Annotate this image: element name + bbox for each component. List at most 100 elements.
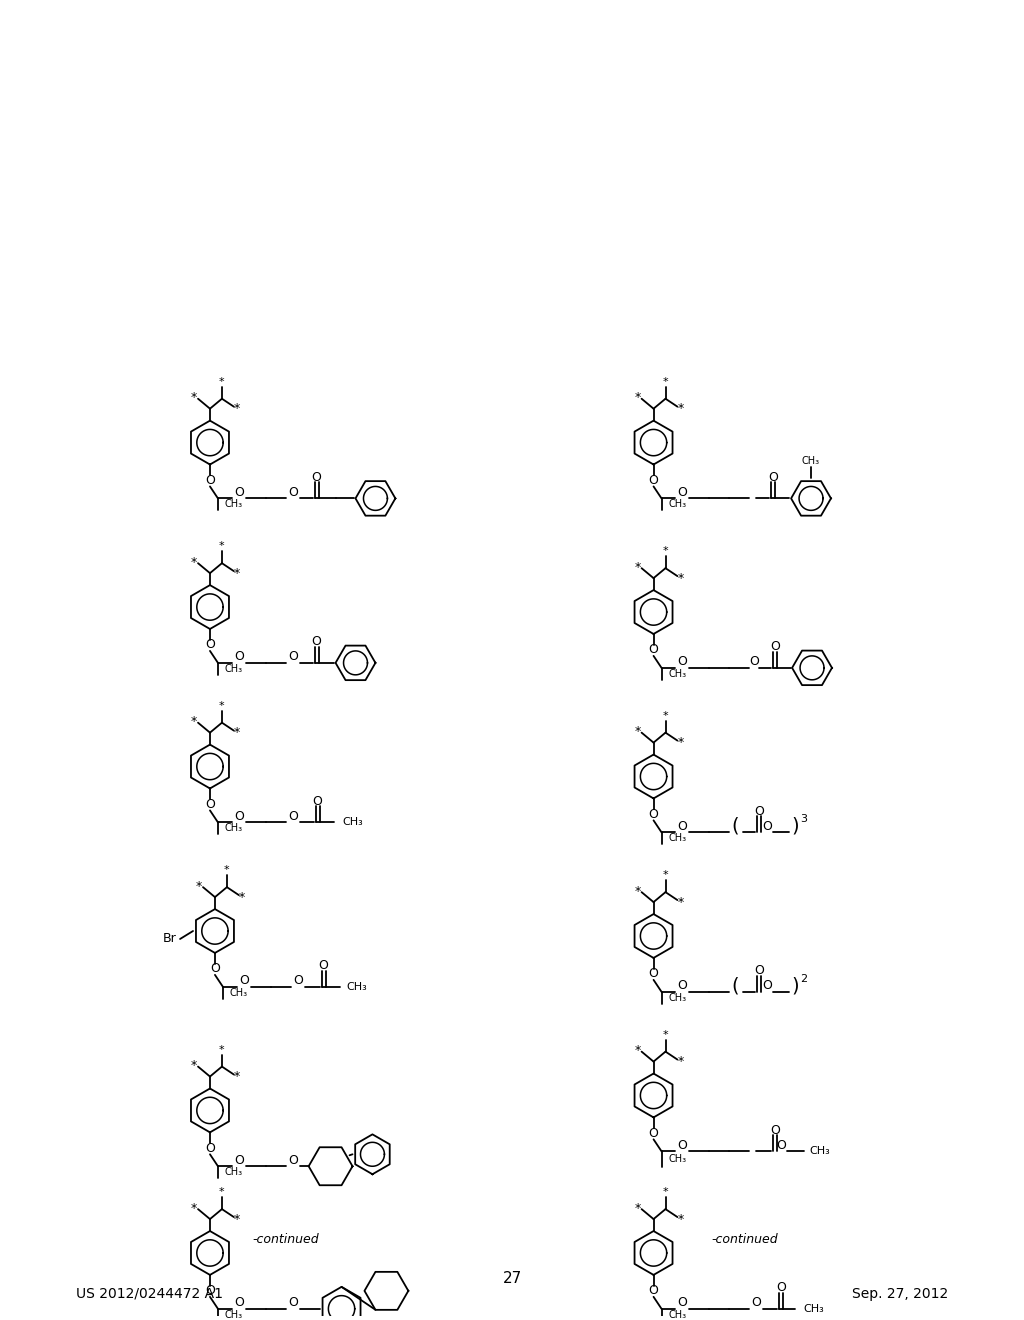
Text: O: O [762,820,772,833]
Text: O: O [288,651,298,664]
Text: *: * [635,561,641,574]
Text: O: O [648,968,658,981]
Text: O: O [293,974,303,987]
Text: *: * [635,1044,641,1057]
Text: O: O [233,651,244,664]
Text: ): ) [792,817,799,836]
Text: *: * [233,566,240,579]
Text: CH₃: CH₃ [669,1309,687,1320]
Text: *: * [663,546,669,556]
Text: *: * [190,556,198,569]
Text: *: * [239,891,245,904]
Text: *: * [635,1201,641,1214]
Text: *: * [190,391,198,404]
Text: CH₃: CH₃ [346,982,368,991]
Text: O: O [752,1296,761,1309]
Text: O: O [770,640,780,653]
Text: O: O [648,808,658,821]
Text: (: ( [731,817,739,836]
Text: -continued: -continued [252,1233,319,1246]
Text: *: * [677,403,684,416]
Text: O: O [776,1139,786,1152]
Text: US 2012/0244472 A1: US 2012/0244472 A1 [77,1287,223,1300]
Text: *: * [233,1213,240,1225]
Text: CH₃: CH₃ [225,499,243,510]
Text: CH₃: CH₃ [802,455,820,466]
Text: Sep. 27, 2012: Sep. 27, 2012 [852,1287,948,1300]
Text: *: * [190,715,198,729]
Text: CH₃: CH₃ [225,1309,243,1320]
Text: *: * [663,710,669,721]
Text: *: * [190,1059,198,1072]
Text: *: * [219,701,224,710]
Text: O: O [678,979,687,993]
Text: O: O [311,635,322,648]
Text: *: * [663,376,669,387]
Text: *: * [677,1213,684,1225]
Text: *: * [224,865,229,875]
Text: *: * [233,403,240,416]
Text: CH₃: CH₃ [669,499,687,510]
Text: -continued: -continued [711,1233,777,1246]
Text: *: * [663,1030,669,1040]
Text: 3: 3 [801,814,808,825]
Text: *: * [635,391,641,404]
Text: CH₃: CH₃ [669,993,687,1003]
Text: *: * [219,1044,224,1055]
Text: O: O [648,643,658,656]
Text: O: O [288,1296,298,1309]
Text: O: O [288,810,298,822]
Text: O: O [205,797,215,810]
Text: O: O [776,1282,786,1295]
Text: O: O [205,474,215,487]
Text: O: O [768,471,778,484]
Text: O: O [770,1123,780,1137]
Text: O: O [311,471,322,484]
Text: O: O [755,965,764,977]
Text: *: * [663,870,669,880]
Text: CH₃: CH₃ [669,833,687,843]
Text: O: O [678,820,687,833]
Text: *: * [219,541,224,552]
Text: CH₃: CH₃ [343,817,364,828]
Text: *: * [663,1187,669,1197]
Text: CH₃: CH₃ [669,669,687,678]
Text: *: * [635,884,641,898]
Text: O: O [233,1154,244,1167]
Text: *: * [677,737,684,750]
Text: O: O [678,655,687,668]
Text: O: O [288,1154,298,1167]
Text: 2: 2 [801,974,808,983]
Text: O: O [239,974,249,987]
Text: O: O [678,486,687,499]
Text: O: O [210,962,220,975]
Text: ): ) [792,977,799,995]
Text: O: O [288,486,298,499]
Text: O: O [205,1284,215,1298]
Text: *: * [233,726,240,739]
Text: O: O [755,805,764,818]
Text: CH₃: CH₃ [803,1304,824,1313]
Text: O: O [233,810,244,822]
Text: CH₃: CH₃ [225,1167,243,1177]
Text: *: * [219,1187,224,1197]
Text: CH₃: CH₃ [230,987,248,998]
Text: O: O [762,979,772,993]
Text: *: * [677,1055,684,1068]
Text: O: O [205,1142,215,1155]
Text: CH₃: CH₃ [669,1154,687,1164]
Text: *: * [677,572,684,585]
Text: O: O [312,795,323,808]
Text: O: O [678,1139,687,1152]
Text: (: ( [731,977,739,995]
Text: *: * [190,1201,198,1214]
Text: 27: 27 [503,1271,521,1287]
Text: O: O [233,486,244,499]
Text: O: O [648,474,658,487]
Text: *: * [233,1071,240,1082]
Text: Br: Br [163,932,176,945]
Text: CH₃: CH₃ [225,824,243,833]
Text: *: * [635,725,641,738]
Text: O: O [648,1127,658,1140]
Text: CH₃: CH₃ [225,664,243,673]
